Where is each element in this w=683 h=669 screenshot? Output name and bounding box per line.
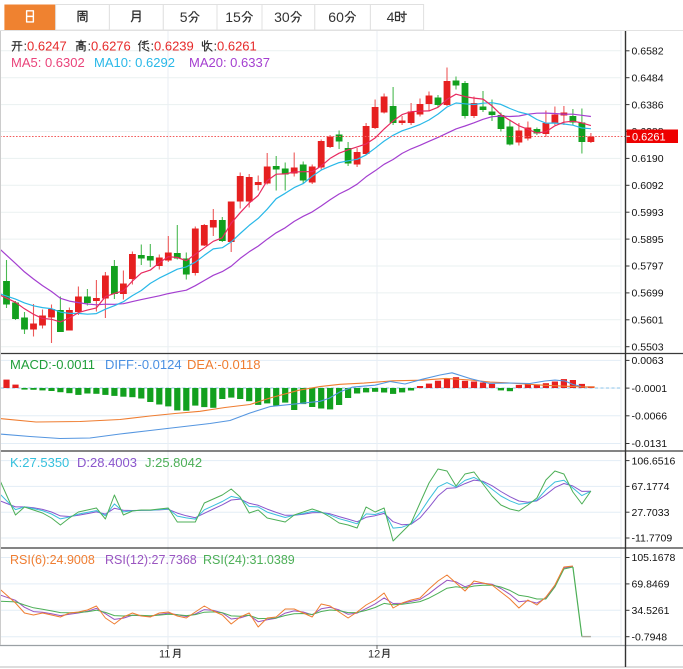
svg-text:0.6247: 0.6247	[27, 39, 67, 54]
svg-text:0.5797: 0.5797	[632, 261, 664, 273]
svg-text:MA20: 0.6337: MA20: 0.6337	[189, 55, 270, 70]
svg-text:0.6582: 0.6582	[632, 46, 664, 58]
svg-text:0.6261: 0.6261	[632, 131, 666, 143]
svg-text:0.5993: 0.5993	[632, 207, 664, 219]
svg-text:D:28.4003: D:28.4003	[77, 455, 137, 470]
svg-text::: :	[214, 39, 218, 54]
svg-text:DEA:-0.0118: DEA:-0.0118	[187, 357, 260, 372]
svg-text:106.6516: 106.6516	[632, 455, 676, 467]
svg-text:4: 4	[387, 9, 395, 25]
svg-text:0.6190: 0.6190	[632, 153, 664, 165]
svg-text:0.0063: 0.0063	[632, 355, 664, 367]
svg-text:-0.0001: -0.0001	[632, 383, 668, 395]
svg-text:DIFF:-0.0124: DIFF:-0.0124	[105, 357, 182, 372]
svg-text:MACD:-0.0011: MACD:-0.0011	[10, 357, 95, 372]
svg-text:0.6386: 0.6386	[632, 99, 664, 111]
svg-text::: :	[151, 39, 155, 54]
svg-text::: :	[88, 39, 92, 54]
svg-text:MA10: 0.6292: MA10: 0.6292	[94, 55, 175, 70]
svg-text:-0.7948: -0.7948	[632, 631, 668, 643]
svg-text:105.1678: 105.1678	[632, 552, 676, 564]
svg-text:60: 60	[328, 9, 344, 25]
svg-text:-0.0066: -0.0066	[632, 411, 668, 423]
svg-text:0.5699: 0.5699	[632, 288, 664, 300]
svg-text:MA5: 0.6302: MA5: 0.6302	[11, 55, 85, 70]
svg-text:-0.0131: -0.0131	[632, 438, 668, 450]
svg-text:11: 11	[159, 649, 170, 661]
svg-text:0.6484: 0.6484	[632, 72, 664, 84]
svg-text:0.5503: 0.5503	[632, 341, 664, 353]
svg-text:27.7033: 27.7033	[632, 507, 670, 519]
svg-text:67.1774: 67.1774	[632, 481, 670, 493]
svg-text:30: 30	[274, 9, 290, 25]
svg-text:RSI(6):24.9008: RSI(6):24.9008	[10, 553, 95, 567]
svg-text:K:27.5350: K:27.5350	[10, 455, 69, 470]
svg-text:0.6239: 0.6239	[154, 39, 194, 54]
svg-text:-11.7709: -11.7709	[632, 533, 673, 545]
svg-text:0.6276: 0.6276	[91, 39, 131, 54]
svg-text:RSI(24):31.0389: RSI(24):31.0389	[203, 553, 295, 567]
svg-text:15: 15	[225, 9, 241, 25]
svg-text:69.8469: 69.8469	[632, 579, 670, 591]
svg-text::: :	[24, 39, 28, 54]
svg-text:0.5895: 0.5895	[632, 234, 664, 246]
svg-text:12: 12	[368, 649, 380, 661]
svg-text:34.5261: 34.5261	[632, 605, 670, 617]
svg-text:0.5601: 0.5601	[632, 315, 664, 327]
svg-text:0.6261: 0.6261	[217, 39, 257, 54]
svg-text:5: 5	[180, 9, 188, 25]
svg-text:RSI(12):27.7368: RSI(12):27.7368	[105, 553, 197, 567]
svg-text:0.6092: 0.6092	[632, 180, 664, 192]
svg-text:J:25.8042: J:25.8042	[145, 455, 202, 470]
